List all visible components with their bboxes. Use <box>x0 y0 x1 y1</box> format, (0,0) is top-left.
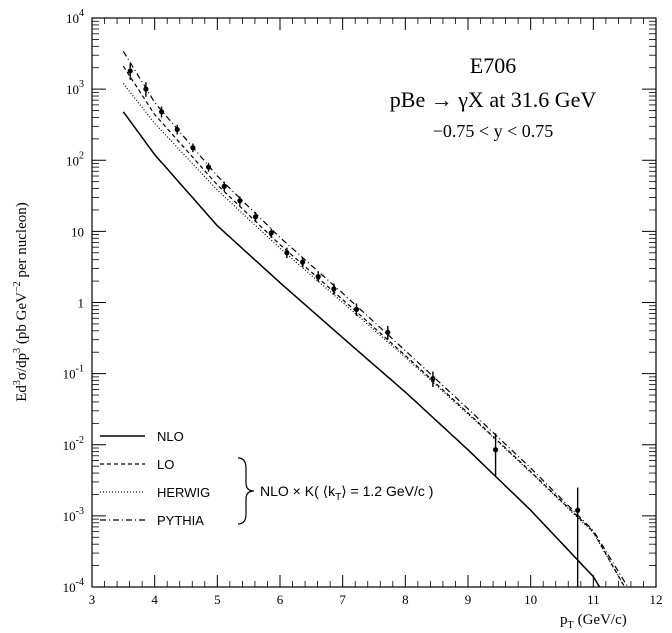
legend: NLO LO HERWIG PYTHIA NLO × K( ⟨kT⟩ = 1.2… <box>100 429 433 528</box>
data-point <box>221 183 227 189</box>
y-tick-label: 1 <box>78 296 85 311</box>
x-tick-label: 6 <box>277 592 284 607</box>
x-tick-label: 4 <box>151 592 158 607</box>
y-tick-label: 102 <box>66 150 84 168</box>
data-point <box>492 447 499 453</box>
x-tick-label: 7 <box>339 592 346 607</box>
x-tick-label: 10 <box>524 592 537 607</box>
data-point <box>127 68 133 74</box>
y-tick-label: 10-4 <box>63 577 84 595</box>
curve-herwig <box>122 83 626 588</box>
x-tick-label: 11 <box>587 592 600 607</box>
x-axis-ticks: 3 4 5 6 7 8 9 10 11 12 <box>89 18 663 607</box>
data-point <box>315 274 321 280</box>
data-points <box>127 63 581 587</box>
data-point <box>174 126 180 133</box>
theory-curves <box>122 50 629 588</box>
x-tick-label: 12 <box>650 592 663 607</box>
data-point <box>430 376 436 382</box>
legend-label-herwig: HERWIG <box>157 485 210 500</box>
data-point <box>331 286 337 292</box>
y-tick-label: 10-2 <box>63 435 84 453</box>
data-point <box>190 145 196 151</box>
y-tick-label: 10-1 <box>63 364 84 382</box>
curve-pythia <box>122 50 629 588</box>
x-tick-label: 3 <box>89 592 96 607</box>
brace-label: NLO × K( ⟨kT⟩ = 1.2 GeV/c ) <box>260 483 433 503</box>
data-point <box>143 86 149 92</box>
y-axis-ticks: 10-4 10-3 10-2 10-1 1 10 102 103 104 <box>63 8 656 595</box>
data-point <box>268 230 274 236</box>
data-point <box>237 198 243 204</box>
data-point <box>575 507 581 513</box>
data-point <box>299 259 306 265</box>
chart-subtitle: pBe → γX at 31.6 GeV <box>390 87 597 112</box>
legend-label-lo: LO <box>157 457 174 472</box>
curve-nlo <box>122 111 601 588</box>
x-tick-label: 8 <box>402 592 409 607</box>
data-point <box>385 329 391 335</box>
data-point <box>205 164 212 170</box>
data-point <box>252 214 259 220</box>
y-axis-label: Ed3σ/dp3 (pb GeV−2 per nucleon) <box>12 202 30 402</box>
x-tick-label: 5 <box>214 592 221 607</box>
chart-title: E706 <box>470 53 516 78</box>
y-tick-label: 103 <box>66 79 84 97</box>
chart-cut: −0.75 < y < 0.75 <box>433 121 553 141</box>
data-point <box>353 306 360 312</box>
y-tick-label: 104 <box>66 8 84 26</box>
legend-brace <box>237 457 255 525</box>
y-tick-label: 10-3 <box>63 506 84 524</box>
y-tick-label: 10 <box>71 224 84 239</box>
data-point <box>158 109 165 115</box>
data-point <box>284 250 290 256</box>
x-tick-label: 9 <box>465 592 472 607</box>
legend-label-nlo: NLO <box>157 429 184 444</box>
curve-lo <box>122 65 626 588</box>
x-axis-label: pT (GeV/c) <box>560 612 627 631</box>
legend-label-pythia: PYTHIA <box>157 513 204 528</box>
